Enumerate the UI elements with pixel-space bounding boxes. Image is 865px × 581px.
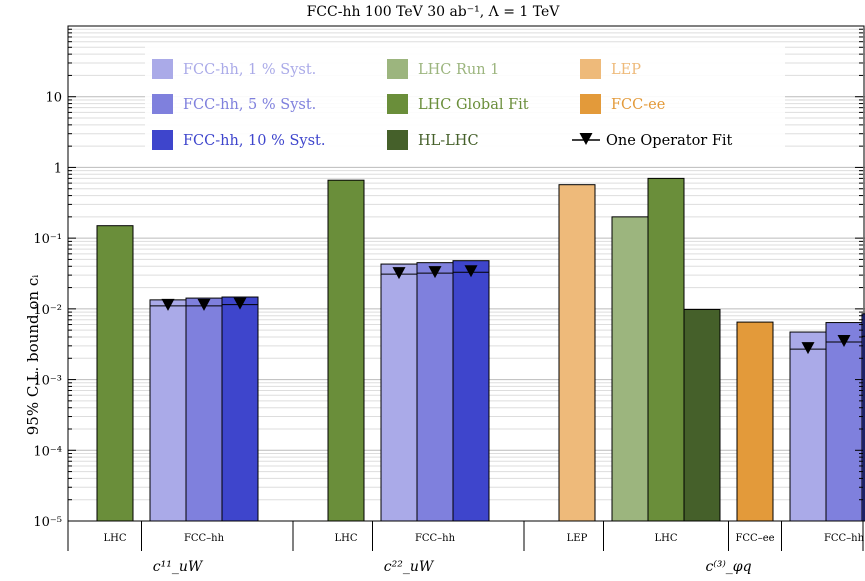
bar — [380, 263, 418, 522]
legend-label: LEP — [611, 62, 641, 78]
legend-swatch — [152, 59, 173, 79]
bar — [149, 299, 187, 522]
operator-label: c¹¹_uW — [153, 559, 204, 575]
legend-label: FCC-hh, 10 % Syst. — [183, 133, 326, 149]
legend-swatch — [152, 130, 173, 150]
bars — [96, 177, 865, 522]
legend-swatch — [152, 94, 173, 114]
legend-swatch — [387, 94, 408, 114]
legend-label: One Operator Fit — [606, 133, 733, 149]
category-labels: LHC FCC–hh c¹¹_uW LHC FCC–hh c²²_uW LEP LHC FCC–… — [67, 521, 865, 575]
one-operator-marker — [197, 298, 211, 311]
bar — [611, 216, 649, 522]
category-label: FCC–hh — [415, 533, 456, 544]
y-tick-label: 10 — [45, 91, 62, 106]
bar — [683, 308, 721, 522]
y-tick-label: 10⁻⁴ — [33, 444, 62, 459]
legend-label: FCC-hh, 1 % Syst. — [183, 62, 316, 78]
legend-background — [145, 44, 785, 160]
operator-label: c²²_uW — [384, 559, 435, 575]
plot-frame — [67, 25, 865, 522]
one-operator-markers — [150, 265, 865, 355]
legend-swatch — [580, 59, 601, 79]
one-operator-marker — [392, 267, 406, 280]
one-operator-marker — [801, 342, 815, 355]
legend-swatch — [387, 130, 408, 150]
one-operator-marker — [464, 265, 478, 278]
category-label: FCC–hh — [184, 533, 225, 544]
y-tick-label: 10⁻³ — [33, 374, 62, 389]
one-operator-marker — [837, 334, 851, 347]
bar — [825, 322, 863, 522]
category-label: LHC — [654, 533, 677, 544]
y-tick-label: 1 — [54, 161, 62, 176]
bar — [452, 260, 490, 522]
y-tick-label: 10⁻² — [33, 303, 62, 318]
one-operator-marker — [233, 297, 247, 310]
y-tick-label: 10⁻¹ — [33, 232, 62, 247]
y-tick-label: 10⁻⁵ — [33, 515, 62, 530]
bar — [185, 297, 223, 522]
legend-marker-icon — [579, 133, 593, 145]
legend-swatch — [387, 59, 408, 79]
bar — [647, 177, 685, 522]
legend-label: FCC-hh, 5 % Syst. — [183, 97, 316, 113]
bar — [221, 296, 259, 522]
chart-title: FCC-hh 100 TeV 30 ab⁻¹, Λ = 1 TeV — [307, 4, 561, 20]
legend-label: FCC-ee — [611, 97, 665, 113]
legend-label: HL-LHC — [418, 133, 479, 149]
bar — [327, 179, 365, 522]
legend-swatch — [580, 94, 601, 114]
category-label: FCC–hh — [824, 533, 865, 544]
bar — [558, 184, 596, 522]
bar — [96, 225, 134, 522]
category-label: FCC–ee — [735, 533, 774, 544]
legend-label: LHC Global Fit — [418, 97, 529, 113]
legend-label: LHC Run 1 — [418, 62, 499, 78]
axes: 10⁻⁵ 10⁻⁴ 10⁻³ 10⁻² 10⁻¹ 1 10 — [33, 25, 865, 530]
one-operator-marker — [161, 298, 175, 311]
category-label: LEP — [567, 533, 588, 544]
y-axis-label: 95% C.L. bound on cᵢ — [24, 275, 42, 436]
operator-label: c⁽³⁾_φq — [705, 559, 751, 575]
bar — [416, 262, 454, 522]
legend: FCC-hh, 1 % Syst. FCC-hh, 5 % Syst. FCC-hh… — [152, 59, 733, 150]
category-label: LHC — [334, 533, 357, 544]
bar — [736, 321, 774, 522]
bar — [789, 331, 827, 522]
one-operator-marker — [428, 266, 442, 279]
category-label: LHC — [103, 533, 126, 544]
